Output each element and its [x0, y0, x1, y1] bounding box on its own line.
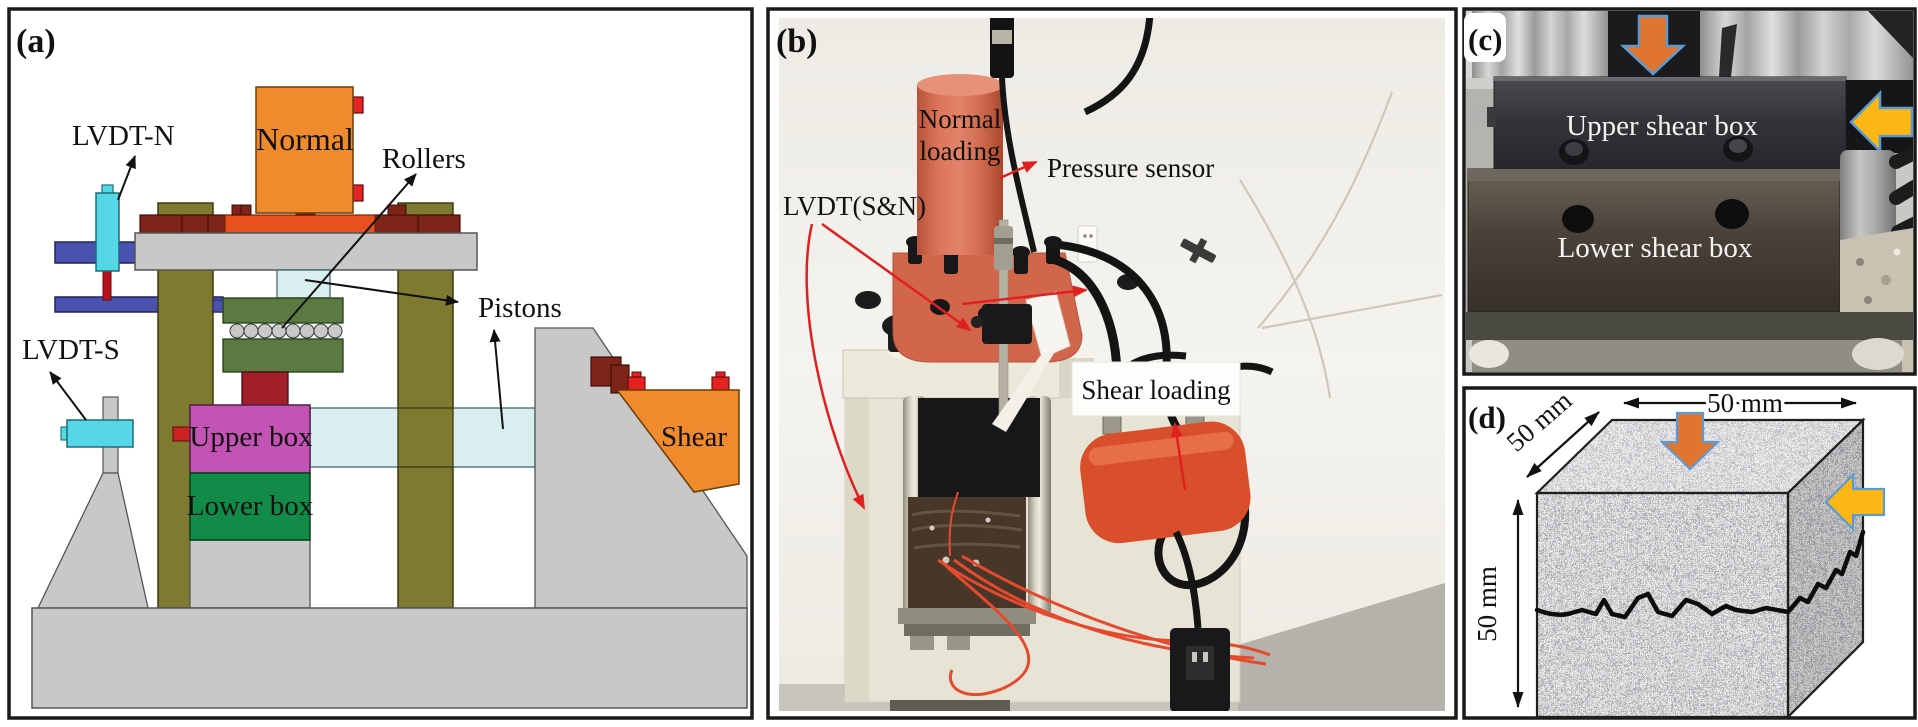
normal-loading-label-line1: Normal [919, 104, 1001, 134]
roller-stack [212, 269, 344, 406]
specimen-box [898, 497, 1036, 650]
lvdt-n-label: LVDT-N [72, 120, 175, 152]
base-block [31, 607, 748, 709]
right-column-over-beam [397, 407, 454, 468]
floor-right [1238, 583, 1445, 711]
right-platen [1700, 11, 1913, 86]
shear-boxes: Upper box Lower box [172, 404, 314, 609]
normal-cylinder [917, 85, 1003, 255]
panel-b-photo: Normal loading Pressure sensor LVDT(S&N)… [766, 7, 1458, 720]
lvdt-label: LVDT(S&N) [783, 191, 926, 221]
normal-label: Normal [256, 121, 354, 157]
lvdt-s-sensor [60, 396, 134, 474]
dim-height-label: 50 mm [1472, 566, 1502, 642]
shear-crack-line [1534, 529, 1866, 620]
pressure-sensor-label: Pressure sensor [1047, 153, 1214, 183]
upper-box-label: Upper box [189, 421, 313, 453]
pistons-label: Pistons [478, 292, 562, 324]
panel-b-tag: (b) [776, 23, 818, 60]
panel-c-photo: Upper shear box Lower shear box [1462, 7, 1917, 376]
lower-shear-box: Lower shear box [1467, 168, 1841, 313]
lvdt-photo [971, 219, 1071, 432]
lower-shear-box-label: Lower shear box [1558, 232, 1753, 264]
normal-load-arrow-icon [1619, 14, 1687, 76]
shear-load-arrow-icon [1824, 472, 1886, 532]
panel-d-tag: (d) [1468, 400, 1506, 435]
panel-d-specimen-diagram: 50 mm 50 mm 50 mm (d) [1462, 382, 1917, 720]
rock-specimen-cube [1534, 417, 1866, 720]
shear-load-arrow-icon [1849, 89, 1913, 155]
rollers-label: Rollers [382, 143, 466, 175]
upper-shear-box: Upper shear box [1493, 76, 1847, 170]
panel-a-annotation-arrows [49, 155, 504, 430]
dim-width-label: 50 mm [1707, 388, 1783, 418]
support-cylinder [1840, 150, 1896, 248]
top-beam [134, 232, 478, 271]
thin-wires [1239, 91, 1443, 399]
wire-bracket [1180, 237, 1216, 264]
shear-loading-label: Shear loading [1081, 375, 1230, 405]
pressure-sensor-assembly [990, 18, 1037, 253]
shear-label: Shear [661, 421, 727, 453]
shear-actuator-schematic: Shear [590, 356, 740, 493]
specimen-chamber [918, 398, 1040, 497]
normal-loading-label-line2: loading [920, 136, 1001, 166]
normal-load-arrow-icon [1659, 411, 1721, 471]
right-support [534, 327, 748, 609]
lower-box-label: Lower box [187, 490, 314, 522]
floor-slab [1472, 340, 1902, 372]
upper-piston [276, 269, 331, 299]
panel-a-tag: (a) [16, 23, 56, 60]
power-plug [1170, 530, 1230, 711]
panel-b-annotation-arrows [805, 160, 1187, 510]
panel-a-schematic: Normal Upper box Lower box [7, 7, 754, 720]
shear-loading-callout: Shear loading [1071, 361, 1241, 417]
normal-actuator: Normal [255, 86, 364, 214]
panel-c-tag: (c) [1468, 22, 1502, 57]
dimension-lines [1512, 397, 1857, 708]
upper-shear-box-label: Upper shear box [1566, 110, 1758, 142]
top-clamp-row [139, 204, 461, 234]
lvdt-s-label: LVDT-S [22, 334, 120, 366]
